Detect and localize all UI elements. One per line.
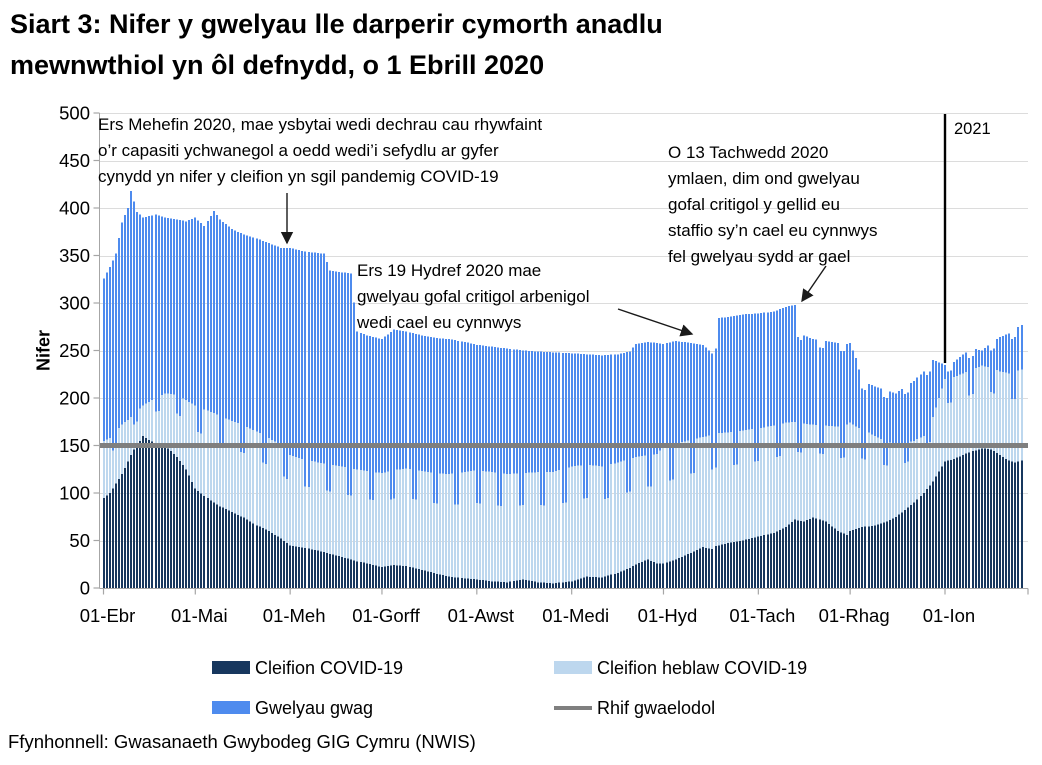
annotation-arrow-november: [801, 265, 827, 303]
svg-text:200: 200: [59, 388, 90, 409]
svg-text:300: 300: [59, 293, 90, 314]
svg-text:450: 450: [59, 150, 90, 171]
source-note: Ffynhonnell: Gwasanaeth Gwybodeg GIG Cym…: [8, 731, 476, 752]
year-marker-label: 2021: [954, 120, 991, 138]
annotation-line: ymlaen, dim ond gwelyau: [668, 169, 860, 188]
annotation-line: O 13 Tachwedd 2020: [668, 143, 829, 162]
legend-item-baseline: Rhif gwaelodol: [554, 698, 884, 718]
svg-text:01-Hyd: 01-Hyd: [638, 605, 698, 626]
legend-label: Gwelyau gwag: [255, 698, 374, 718]
annotation-june-capacity: Ers Mehefin 2020, mae ysbytai wedi dechr…: [98, 112, 542, 190]
y-axis-ticks: 0 50 100 150 200 250 300 350 400 450 500: [59, 103, 100, 599]
annotation-line: wedi cael eu cynnwys: [357, 313, 522, 332]
legend-item-non-covid: Cleifion heblaw COVID-19: [554, 658, 954, 678]
svg-text:01-Gorff: 01-Gorff: [352, 605, 420, 626]
bars-layer: [103, 190, 1023, 588]
annotation-line: Ers 19 Hydref 2020 mae: [357, 261, 542, 280]
svg-text:350: 350: [59, 245, 90, 266]
legend-item-empty-beds: Gwelyau gwag: [212, 698, 542, 718]
annotation-arrows: [280, 193, 827, 337]
svg-text:01-Tach: 01-Tach: [729, 605, 795, 626]
svg-text:500: 500: [59, 103, 90, 124]
legend-swatch-baseline-line: [554, 706, 592, 710]
annotation-november-staffed: O 13 Tachwedd 2020 ymlaen, dim ond gwely…: [668, 140, 877, 270]
legend-label: Cleifion heblaw COVID-19: [597, 658, 808, 678]
svg-text:01-Ebr: 01-Ebr: [80, 605, 136, 626]
baseline-line: [99, 443, 1028, 448]
legend-label: Cleifion COVID-19: [255, 658, 404, 678]
svg-text:01-Meh: 01-Meh: [263, 605, 326, 626]
chart-title: Siart 3: Nifer y gwelyau lle darperir cy…: [10, 4, 970, 86]
annotation-line: cynydd yn nifer y cleifion yn sgil pande…: [98, 167, 499, 186]
year-marker: 2021: [943, 114, 991, 363]
x-axis-ticks: 01-Ebr 01-Mai 01-Meh 01-Gorff 01-Awst 01-Medi…: [80, 588, 1029, 626]
svg-text:0: 0: [80, 578, 90, 599]
svg-text:400: 400: [59, 198, 90, 219]
chart-title-line2: mewnwthiol yn ôl defnydd, o 1 Ebrill 202…: [10, 50, 545, 80]
svg-text:01-Rhag: 01-Rhag: [819, 605, 890, 626]
legend-label: Rhif gwaelodol: [597, 698, 716, 718]
chart-title-line1: Siart 3: Nifer y gwelyau lle darperir cy…: [10, 9, 663, 39]
svg-text:01-Awst: 01-Awst: [448, 605, 515, 626]
svg-text:01-Medi: 01-Medi: [542, 605, 609, 626]
annotation-line: gofal critigol y gellid eu: [668, 195, 840, 214]
annotation-line: o’r capasiti ychwanegol a oedd wedi’i se…: [98, 141, 499, 160]
annotation-line: staffio sy’n cael eu cynnwys: [668, 221, 878, 240]
annotation-line: Ers Mehefin 2020, mae ysbytai wedi dechr…: [98, 115, 543, 134]
annotation-line: gwelyau gofal critigol arbenigol: [357, 287, 590, 306]
annotation-october-beds: Ers 19 Hydref 2020 mae gwelyau gofal cri…: [357, 258, 589, 336]
annotation-arrow-october: [617, 308, 694, 337]
legend-swatch-non-covid: [554, 661, 592, 674]
annotation-line: fel gwelyau sydd ar gael: [668, 247, 851, 266]
legend-item-covid: Cleifion COVID-19: [212, 658, 542, 678]
svg-text:150: 150: [59, 435, 90, 456]
svg-text:01-Mai: 01-Mai: [171, 605, 228, 626]
svg-text:01-Ion: 01-Ion: [923, 605, 975, 626]
svg-text:50: 50: [69, 530, 90, 551]
legend-swatch-empty-beds: [212, 701, 250, 714]
svg-text:250: 250: [59, 340, 90, 361]
svg-text:100: 100: [59, 483, 90, 504]
legend-swatch-covid: [212, 661, 250, 674]
